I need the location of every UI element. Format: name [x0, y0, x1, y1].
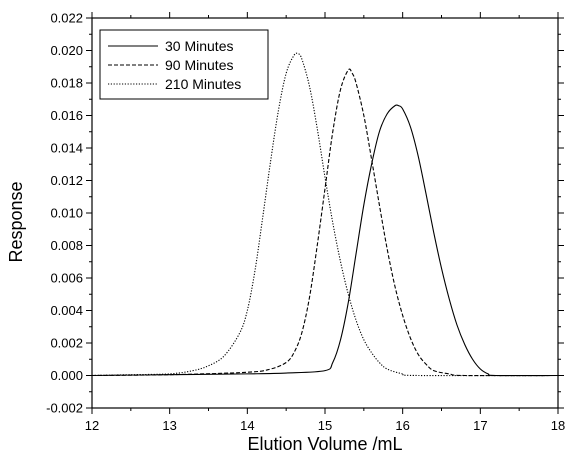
y-tick-label: 0.010: [50, 206, 83, 221]
x-tick-label: 12: [85, 418, 99, 433]
x-tick-label: 14: [240, 418, 254, 433]
x-tick-label: 17: [473, 418, 487, 433]
x-tick-label: 13: [162, 418, 176, 433]
y-tick-label: 0.002: [50, 336, 83, 351]
y-axis-title: Response: [6, 181, 26, 262]
y-tick-label: 0.020: [50, 43, 83, 58]
plot-area: [91, 52, 559, 377]
y-tick-label: 0.022: [50, 11, 83, 26]
series-line-30-minutes: [91, 104, 559, 377]
y-tick-label: 0.000: [50, 368, 83, 383]
x-tick-label: 16: [395, 418, 409, 433]
x-tick-label: 15: [318, 418, 332, 433]
y-tick-label: -0.002: [46, 401, 83, 416]
axes: 12 13 14 15 16 17 18 -0.002 0.000 0.002 0.004 0.006…: [46, 11, 565, 434]
legend-label: 30 Minutes: [165, 38, 233, 54]
y-tick-label: 0.008: [50, 238, 83, 253]
legend-label: 210 Minutes: [165, 76, 241, 92]
y-tick-label: 0.012: [50, 173, 83, 188]
series-line-210-minutes: [91, 52, 559, 377]
legend: 30 Minutes 90 Minutes 210 Minutes: [99, 29, 269, 100]
legend-label: 90 Minutes: [165, 57, 233, 73]
y-tick-label: 0.004: [50, 303, 83, 318]
x-axis-title: Elution Volume /mL: [247, 434, 402, 454]
y-tick-label: 0.018: [50, 76, 83, 91]
series-line-90-minutes: [91, 68, 559, 377]
y-tick-label: 0.016: [50, 108, 83, 123]
y-tick-label: 0.014: [50, 141, 83, 156]
x-tick-label: 18: [551, 418, 565, 433]
y-tick-label: 0.006: [50, 271, 83, 286]
